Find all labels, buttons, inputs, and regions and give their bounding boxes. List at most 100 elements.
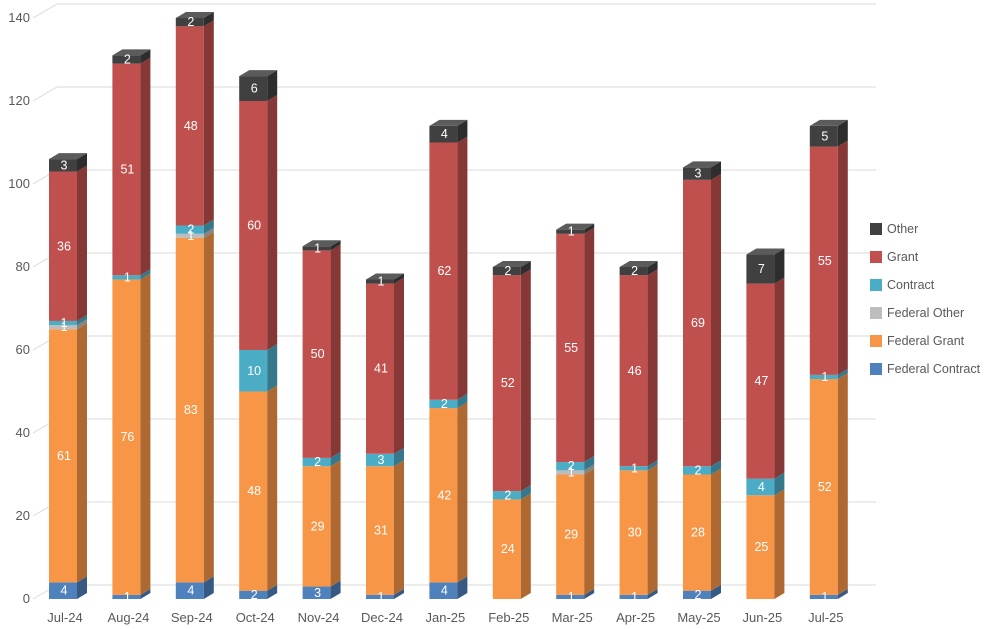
data-label: 52: [501, 376, 515, 390]
legend-item-federal-grant[interactable]: Federal Grant: [870, 334, 980, 348]
segment-contract[interactable]: [429, 399, 458, 409]
segment-contract[interactable]: [239, 350, 268, 392]
segment-other[interactable]: [302, 246, 331, 251]
chart-legend: Other Grant Contract Federal Other Federal G…: [870, 222, 980, 376]
segment-other[interactable]: [619, 267, 648, 276]
data-label: 41: [374, 362, 388, 376]
segment-side-contract: [837, 368, 848, 380]
segment-grant[interactable]: [746, 283, 775, 479]
segment-federal-grant[interactable]: [112, 279, 141, 595]
segment-contract[interactable]: [49, 320, 77, 326]
segment-federal-contract[interactable]: [366, 594, 394, 599]
segment-grant[interactable]: [492, 275, 521, 492]
bar-may-25: 2 28 2 69 3: [683, 161, 721, 602]
segment-federal-contract[interactable]: [239, 590, 268, 599]
segment-other[interactable]: [809, 125, 838, 147]
legend-item-other[interactable]: Other: [870, 222, 980, 236]
segment-federal-grant[interactable]: [746, 495, 775, 599]
segment-federal-contract[interactable]: [112, 594, 141, 599]
segment-federal-grant[interactable]: [556, 474, 585, 595]
segment-federal-contract[interactable]: [302, 586, 331, 599]
segment-federal-grant[interactable]: [809, 379, 838, 595]
segment-contract[interactable]: [175, 225, 204, 234]
data-label: 48: [247, 484, 261, 498]
segment-other[interactable]: [175, 18, 204, 27]
x-axis-category-label: Sep-24: [171, 610, 213, 625]
segment-federal-other[interactable]: [175, 233, 204, 238]
segment-side-federal-contract: [77, 576, 87, 599]
segment-federal-other[interactable]: [49, 325, 77, 330]
segment-federal-contract[interactable]: [429, 582, 458, 599]
legend-item-contract[interactable]: Contract: [870, 278, 980, 292]
data-label: 1: [631, 590, 638, 604]
segment-side-federal-grant: [837, 373, 848, 595]
segment-federal-grant[interactable]: [49, 329, 77, 583]
y-axis-tick-label: 140: [8, 10, 30, 25]
segment-grant[interactable]: [429, 142, 458, 400]
segment-contract[interactable]: [366, 453, 394, 467]
segment-other[interactable]: [492, 267, 521, 276]
segment-federal-grant[interactable]: [239, 391, 268, 591]
legend-swatch-contract: [870, 279, 882, 291]
segment-federal-grant[interactable]: [175, 237, 204, 583]
segment-grant[interactable]: [556, 233, 585, 463]
segment-contract[interactable]: [746, 478, 775, 496]
segment-side-other: [711, 161, 721, 180]
segment-contract[interactable]: [556, 462, 585, 471]
segment-grant[interactable]: [49, 171, 77, 321]
segment-other[interactable]: [49, 159, 77, 172]
y-axis-tick-label: 60: [16, 342, 30, 357]
segment-contract[interactable]: [112, 275, 141, 280]
segment-grant[interactable]: [175, 26, 204, 226]
segment-other[interactable]: [746, 254, 775, 284]
legend-item-grant[interactable]: Grant: [870, 250, 980, 264]
segment-federal-grant[interactable]: [429, 408, 458, 583]
segment-contract[interactable]: [492, 491, 521, 500]
segment-federal-grant[interactable]: [683, 474, 711, 591]
segment-federal-other[interactable]: [556, 470, 585, 475]
segment-grant[interactable]: [112, 63, 141, 276]
segment-contract[interactable]: [619, 466, 648, 471]
segment-top-face: [683, 161, 721, 168]
segment-federal-grant[interactable]: [492, 499, 521, 599]
segment-federal-contract[interactable]: [619, 594, 648, 599]
segment-grant[interactable]: [366, 283, 394, 454]
segment-side-federal-grant: [267, 385, 278, 591]
segment-side-federal-grant: [584, 468, 595, 595]
segment-other[interactable]: [366, 279, 394, 284]
segment-federal-contract[interactable]: [809, 594, 838, 599]
legend-swatch-federal-contract: [870, 363, 882, 375]
segment-federal-contract[interactable]: [49, 582, 77, 599]
segment-side-grant: [77, 165, 87, 321]
data-label: 4: [61, 584, 68, 598]
data-label: 1: [61, 316, 68, 330]
segment-federal-grant[interactable]: [366, 466, 394, 595]
segment-other[interactable]: [112, 55, 141, 64]
legend-item-federal-contract[interactable]: Federal Contract: [870, 362, 980, 376]
y-axis-tick-label: 100: [8, 176, 30, 191]
segment-other[interactable]: [556, 229, 585, 234]
segment-side-federal-grant: [520, 493, 531, 599]
segment-contract[interactable]: [302, 457, 331, 467]
segment-grant[interactable]: [302, 250, 331, 458]
segment-federal-contract[interactable]: [683, 590, 711, 599]
data-label: 1: [314, 241, 321, 255]
segment-contract[interactable]: [683, 466, 711, 475]
legend-item-federal-other[interactable]: Federal Other: [870, 306, 980, 320]
data-label: 4: [441, 127, 448, 141]
segment-grant[interactable]: [683, 179, 711, 467]
segment-side-grant: [774, 277, 785, 479]
segment-grant[interactable]: [619, 275, 648, 467]
data-label: 61: [57, 449, 71, 463]
segment-grant[interactable]: [809, 146, 838, 375]
segment-federal-contract[interactable]: [175, 582, 204, 599]
segment-other[interactable]: [239, 76, 268, 101]
segment-other[interactable]: [683, 167, 711, 180]
segment-contract[interactable]: [809, 374, 838, 380]
segment-federal-grant[interactable]: [302, 466, 331, 587]
segment-grant[interactable]: [239, 101, 268, 350]
segment-other[interactable]: [429, 125, 458, 143]
segment-federal-contract[interactable]: [556, 594, 585, 599]
segment-federal-grant[interactable]: [619, 470, 648, 595]
